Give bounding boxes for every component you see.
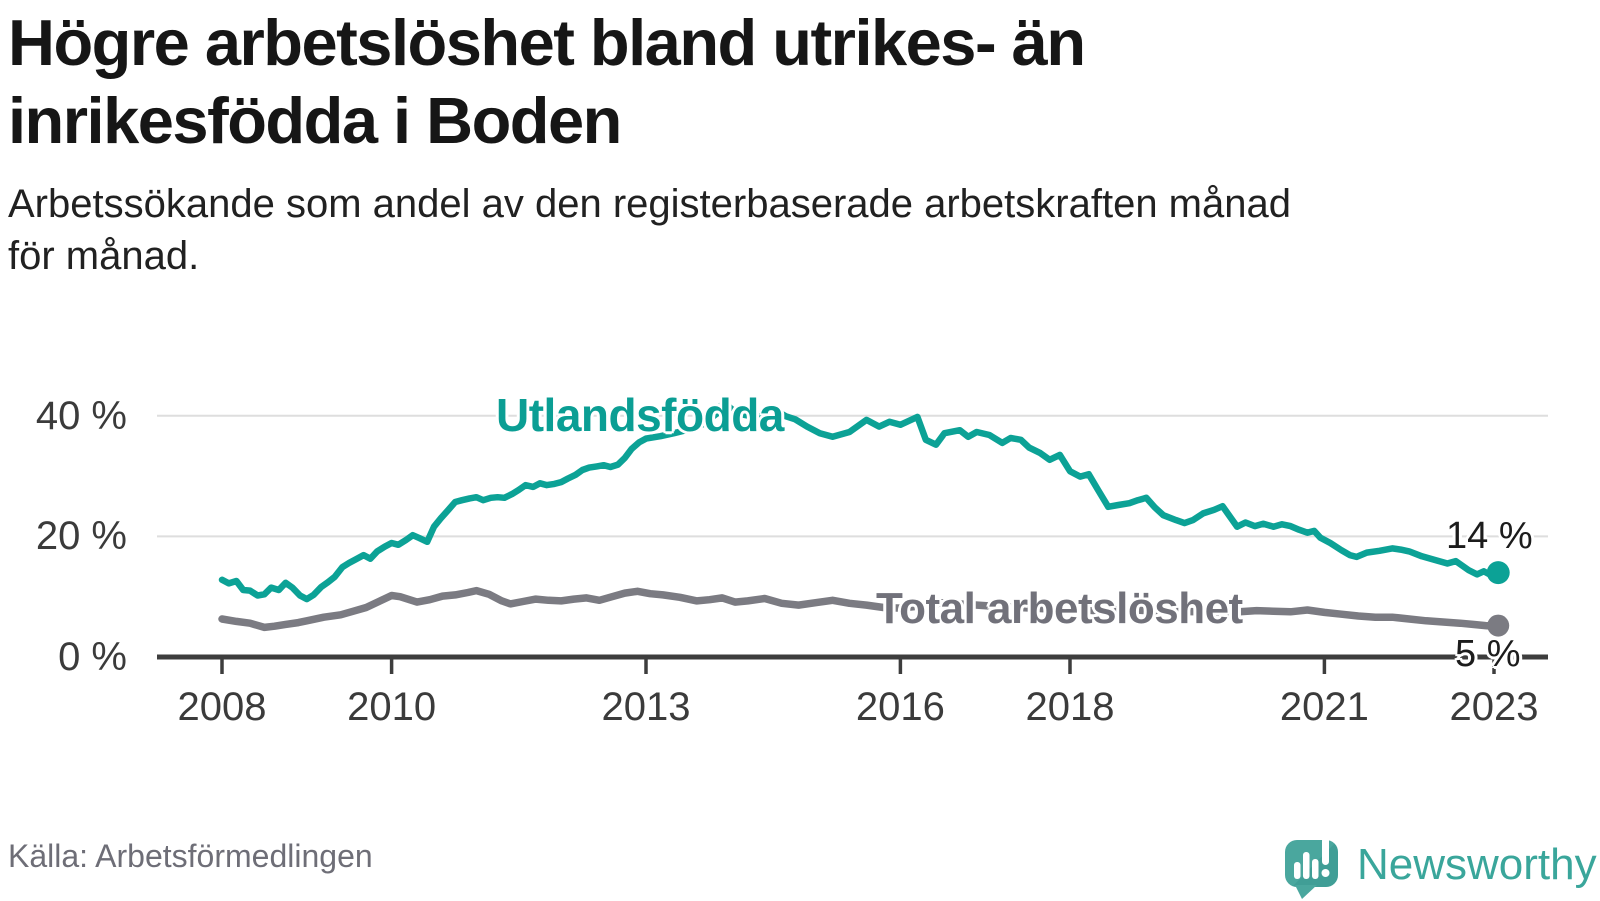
source-attribution: Källa: Arbetsförmedlingen xyxy=(8,838,373,874)
end-value-label-total: 5 % xyxy=(1455,633,1521,675)
newsworthy-logo-icon xyxy=(1285,837,1338,899)
logo-bar-1 xyxy=(1294,862,1301,879)
logo-bubble-tail xyxy=(1295,885,1317,899)
chart-subtitle-line1: Arbetssökande som andel av den registerb… xyxy=(8,182,1291,226)
line-series-total xyxy=(218,586,1502,632)
logo-exclamation-bar xyxy=(1322,837,1329,865)
chart-title: Högre arbetslöshet bland utrikes- än inri… xyxy=(8,4,1086,160)
series-label-utlandsfodda: Utlandsfödda xyxy=(496,389,784,441)
newsworthy-wordmark: Newsworthy xyxy=(1357,840,1597,889)
line-series-utlandsfodda xyxy=(218,397,1502,603)
chart-title-line1: Högre arbetslöshet bland utrikes- än xyxy=(8,6,1086,79)
logo-bar-2 xyxy=(1303,852,1310,879)
chart-subtitle-line2: för månad. xyxy=(8,234,200,278)
chart-subtitle: Arbetssökande som andel av den registerb… xyxy=(8,178,1291,282)
end-dot-utlandsfodda xyxy=(1486,561,1510,585)
series-label-total-arbetsloshet: Total arbetslöshet xyxy=(876,584,1243,633)
logo-bar-3 xyxy=(1312,859,1319,879)
chart-title-line2: inrikesfödda i Boden xyxy=(8,84,622,157)
logo-exclamation-dot xyxy=(1321,869,1330,877)
end-value-label-utlandsfodda: 14 % xyxy=(1446,515,1533,557)
end-dot-total xyxy=(1487,614,1510,637)
